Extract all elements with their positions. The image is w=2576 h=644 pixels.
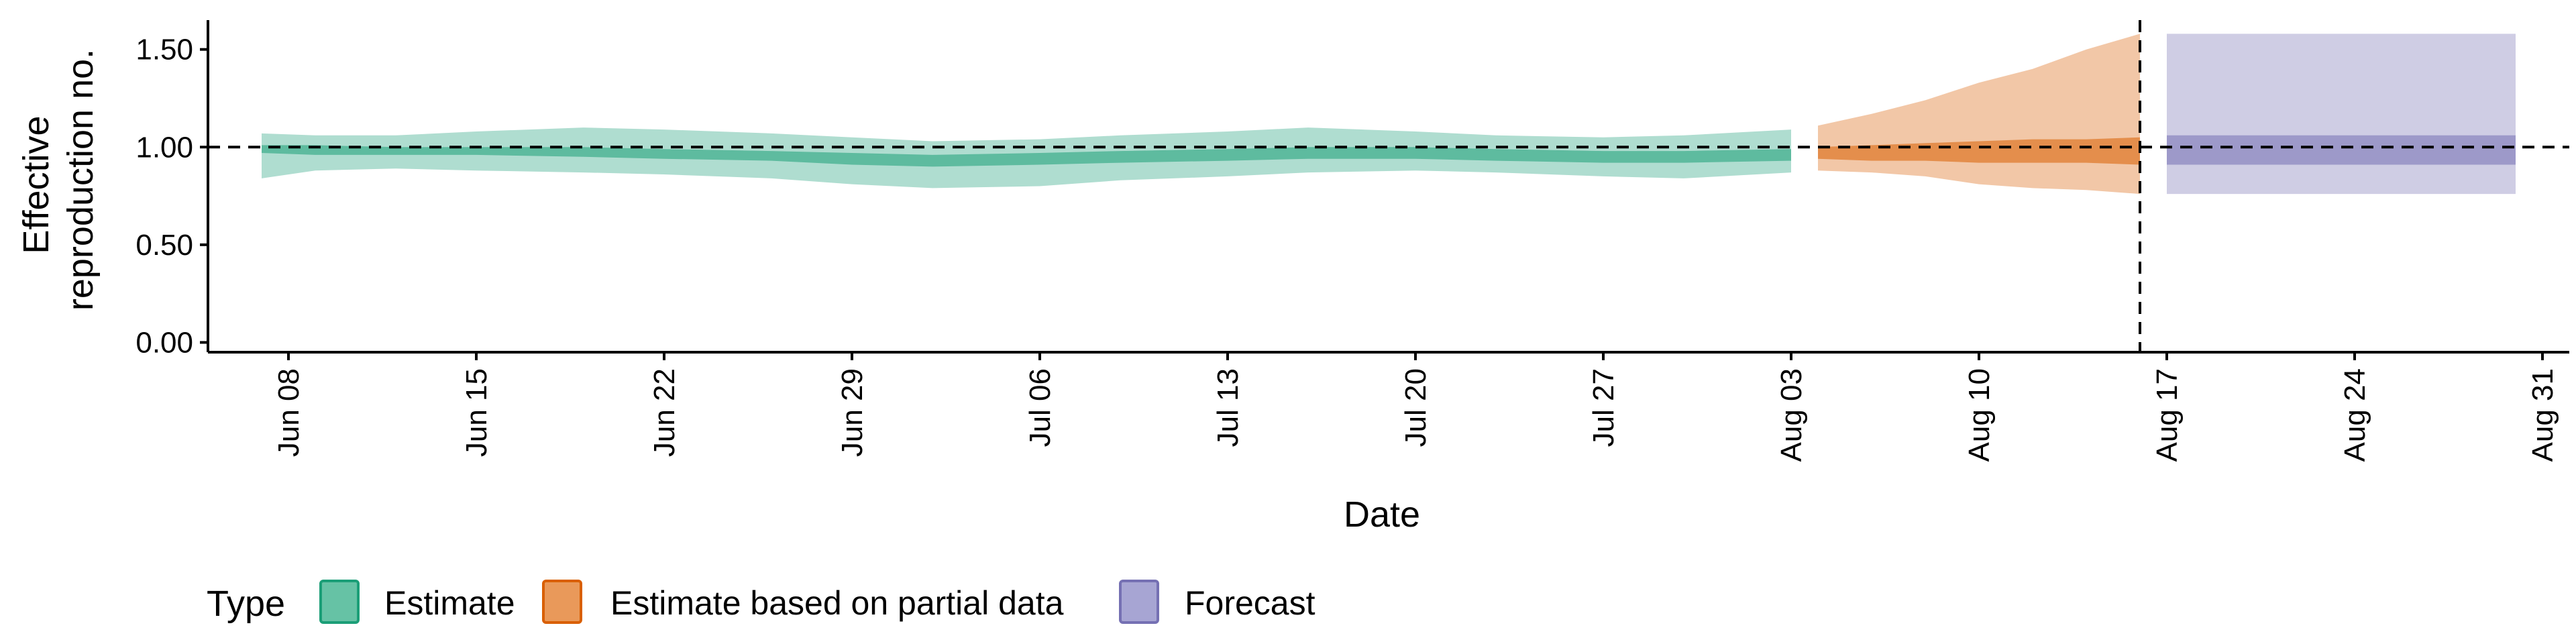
x-tick-label: Jun 15 [460, 368, 493, 457]
y-tick-label: 0.00 [136, 326, 193, 359]
y-tick-label: 1.00 [136, 131, 193, 164]
legend-key-forecast [1119, 580, 1159, 624]
x-tick-label: Aug 10 [1963, 368, 1996, 462]
y-axis-title: Effective reproduction no. [16, 49, 101, 311]
estimate-based-on-partial-data-inner-band [1818, 137, 2140, 165]
forecast-inner-band [2167, 135, 2516, 165]
x-tick-label: Jun 08 [272, 368, 305, 457]
legend-label-estimate-partial: Estimate based on partial data [610, 584, 1064, 622]
estimate-inner-band [262, 145, 1791, 167]
y-tick-label: 1.50 [136, 34, 193, 66]
forecast-outer-band [2167, 34, 2516, 195]
x-tick-label: Jul 13 [1212, 368, 1244, 447]
legend-label-forecast: Forecast [1185, 584, 1316, 622]
x-tick-label: Aug 03 [1775, 368, 1808, 462]
legend-key-estimate-partial [542, 580, 582, 624]
x-tick-label: Aug 17 [2151, 368, 2184, 462]
legend: Type Estimate Estimate based on partial … [207, 580, 1316, 624]
x-tick-label: Jul 06 [1024, 368, 1057, 447]
estimate-based-on-partial-data-outer-band [1818, 34, 2140, 195]
legend-title: Type [207, 584, 285, 624]
y-axis-title-line-2: reproduction no. [60, 49, 101, 311]
x-tick-label: Aug 24 [2339, 368, 2371, 462]
plot-bands [262, 34, 2516, 195]
x-tick-label: Jun 22 [648, 368, 681, 457]
y-tick-label: 0.50 [136, 229, 193, 262]
y-axis-title-line-1: Effective [16, 115, 56, 254]
x-axis-title: Date [1344, 494, 1420, 535]
x-tick-label: Jul 20 [1399, 368, 1432, 447]
x-tick-label: Jun 29 [836, 368, 869, 457]
legend-label-estimate: Estimate [384, 584, 515, 622]
reference-lines [208, 20, 2569, 352]
legend-key-estimate [319, 580, 360, 624]
axes: 0.00 0.50 1.00 1.50 Jun 08 Jun 15 Jun 22 Jun 29… [136, 20, 2569, 462]
x-tick-label: Aug 31 [2526, 368, 2559, 462]
x-tick-label: Jul 27 [1587, 368, 1620, 447]
